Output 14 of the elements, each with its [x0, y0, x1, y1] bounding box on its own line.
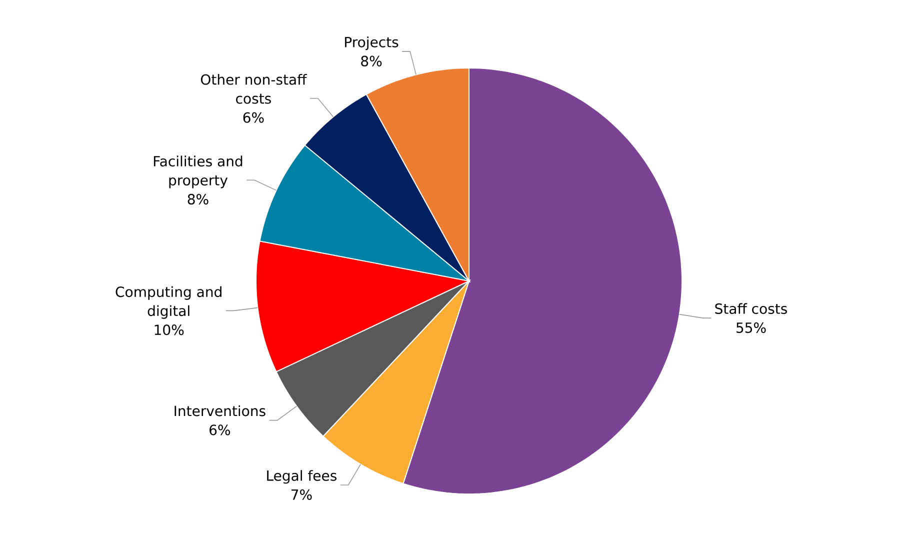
- data-label: 10%: [154, 324, 184, 336]
- data-label: 6%: [210, 424, 230, 436]
- data-label: 8%: [361, 56, 382, 66]
- slice-label: Legal fees: [267, 470, 336, 484]
- slice-label: Staff costs: [715, 303, 788, 314]
- slice-label: Projects: [345, 36, 398, 50]
- slice-label: Interventions: [174, 405, 266, 416]
- data-label: 8%: [188, 194, 208, 205]
- data-label: 6%: [243, 112, 264, 123]
- slice-label: Computing and digital: [116, 286, 222, 319]
- data-label: 7%: [292, 489, 312, 500]
- data-label: 55%: [736, 322, 766, 333]
- slice-label: Other non-staff costs: [200, 74, 307, 104]
- slice-label: Facilities and property: [154, 156, 242, 188]
